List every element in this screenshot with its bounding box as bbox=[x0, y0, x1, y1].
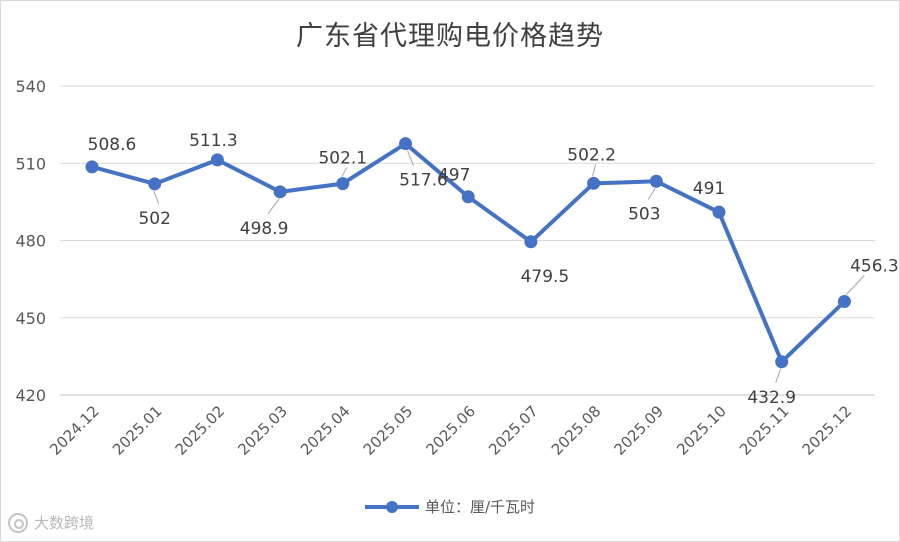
data-label: 456.3 bbox=[850, 257, 899, 277]
data-point bbox=[336, 177, 350, 191]
legend-label: 单位：厘/千瓦时 bbox=[424, 498, 536, 516]
data-label: 502.1 bbox=[318, 149, 367, 169]
x-tick-label: 2025.06 bbox=[422, 402, 479, 459]
data-label: 503 bbox=[628, 204, 660, 224]
data-label: 517.6 bbox=[399, 171, 448, 191]
y-tick-label: 480 bbox=[15, 232, 46, 251]
label-leader bbox=[341, 167, 348, 177]
legend: 单位：厘/千瓦时 bbox=[0, 496, 900, 517]
y-tick-label: 420 bbox=[15, 386, 46, 405]
x-tick-label: 2025.02 bbox=[172, 402, 229, 459]
data-label: 497 bbox=[438, 166, 470, 186]
data-label: 491 bbox=[693, 179, 725, 199]
label-leader bbox=[846, 275, 865, 295]
y-tick-label: 450 bbox=[15, 309, 46, 328]
label-leader bbox=[153, 190, 160, 205]
data-point bbox=[273, 185, 287, 199]
data-point bbox=[399, 137, 412, 151]
watermark: 大数跨境 bbox=[8, 512, 94, 533]
x-tick-label: 2024.12 bbox=[46, 402, 103, 459]
data-point bbox=[85, 160, 99, 174]
x-tick-label: 2025.04 bbox=[297, 402, 354, 459]
data-label: 502.2 bbox=[567, 145, 616, 165]
y-tick-label: 510 bbox=[15, 154, 46, 173]
label-leader bbox=[592, 164, 597, 177]
data-point bbox=[837, 295, 851, 309]
data-point bbox=[524, 235, 538, 249]
x-tick-label: 2025.03 bbox=[234, 402, 291, 459]
label-leaders bbox=[153, 150, 865, 383]
x-tick-label: 2025.08 bbox=[548, 402, 605, 459]
x-tick-label: 2025.10 bbox=[673, 402, 730, 459]
gridlines bbox=[60, 85, 875, 396]
legend-marker bbox=[364, 500, 419, 513]
data-point bbox=[775, 355, 789, 369]
x-tick-label: 2025.11 bbox=[736, 402, 793, 459]
data-label: 502 bbox=[138, 209, 170, 229]
data-point bbox=[587, 176, 601, 190]
data-label: 479.5 bbox=[521, 267, 570, 287]
label-leader bbox=[407, 150, 414, 166]
x-tick-label: 2025.07 bbox=[485, 402, 542, 459]
x-tick-label: 2025.05 bbox=[360, 402, 417, 459]
data-point bbox=[649, 174, 663, 188]
x-tick-label: 2025.12 bbox=[799, 402, 856, 459]
data-label: 498.9 bbox=[240, 219, 289, 239]
label-leader bbox=[775, 368, 782, 383]
y-tick-label: 540 bbox=[15, 77, 46, 96]
label-leader bbox=[267, 198, 280, 215]
data-label: 511.3 bbox=[189, 131, 238, 151]
chart-title: 广东省代理购电价格趋势 bbox=[296, 21, 604, 52]
data-point bbox=[210, 153, 224, 167]
data-point bbox=[148, 177, 162, 191]
x-tick-label: 2025.09 bbox=[611, 402, 668, 459]
data-point bbox=[461, 190, 475, 204]
logo-icon bbox=[8, 512, 28, 533]
data-points bbox=[85, 137, 851, 369]
x-tick-label: 2025.01 bbox=[109, 402, 166, 459]
data-label: 508.6 bbox=[88, 135, 137, 155]
x-axis-ticks: 2024.12 2025.01 2025.02 2025.03 2025.04 2025.… bbox=[46, 402, 855, 459]
data-label: 432.9 bbox=[747, 388, 796, 408]
data-point bbox=[712, 205, 726, 219]
label-leader bbox=[647, 188, 656, 200]
watermark-text: 大数跨境 bbox=[34, 514, 95, 532]
y-axis-ticks: 420 450 480 510 540 bbox=[15, 77, 46, 405]
